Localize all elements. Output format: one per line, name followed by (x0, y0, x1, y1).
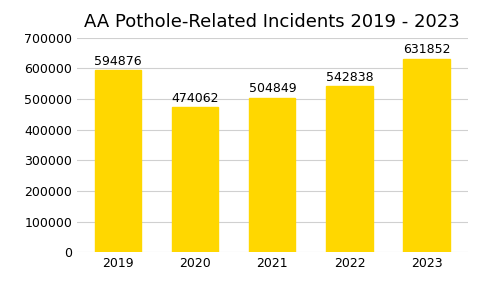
Text: 631852: 631852 (403, 44, 450, 57)
Text: 542838: 542838 (326, 71, 373, 84)
Bar (403, 59, 450, 252)
Bar (249, 97, 295, 252)
Text: 594876: 594876 (94, 55, 142, 68)
Text: 474062: 474062 (172, 92, 219, 105)
Title: AA Pothole-Related Incidents 2019 - 2023: AA Pothole-Related Incidents 2019 - 2023 (84, 12, 460, 30)
Bar (95, 70, 141, 252)
Bar (172, 107, 218, 252)
Bar (326, 86, 373, 252)
Text: 504849: 504849 (249, 82, 296, 95)
